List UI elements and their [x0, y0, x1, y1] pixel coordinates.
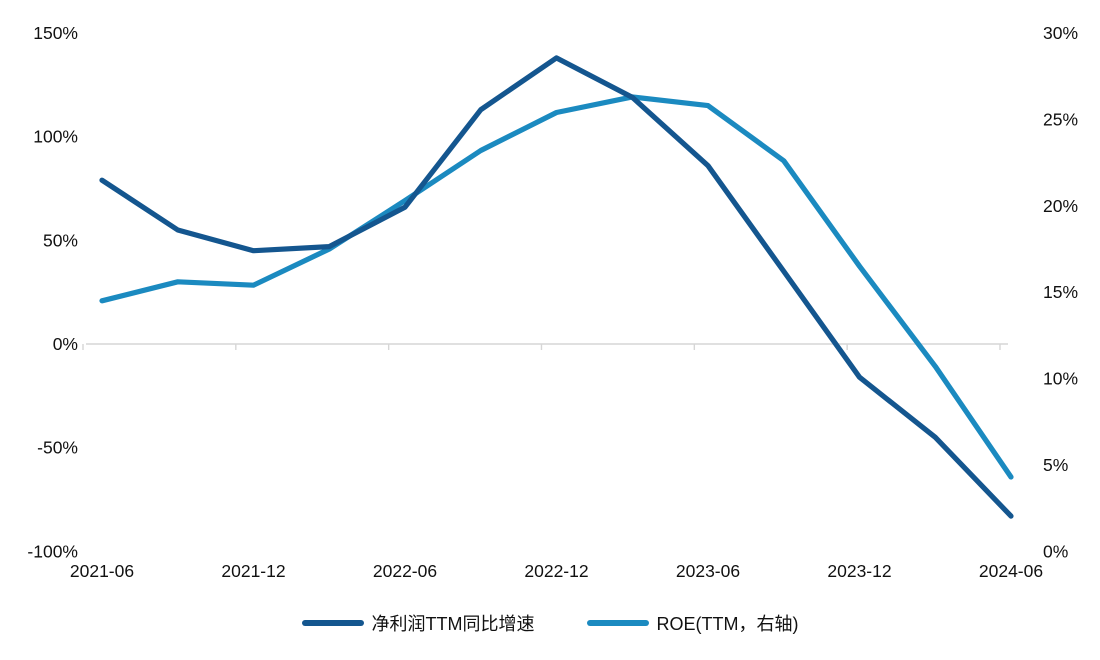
right-axis-tick-label: 15% [1043, 282, 1078, 302]
legend-item-roe: ROE(TTM，右轴) [586, 610, 799, 636]
left-axis-tick-label: 150% [33, 23, 78, 43]
right-axis-tick-label: 20% [1043, 196, 1078, 216]
x-axis-label: 2022-12 [524, 561, 588, 581]
x-axis-label: 2023-12 [827, 561, 891, 581]
legend-swatch [301, 620, 364, 626]
series-line-roe [99, 94, 1014, 480]
legend-swatch [586, 620, 649, 626]
x-axis-label: 2022-06 [373, 561, 437, 581]
x-axis-label: 2021-06 [70, 561, 134, 581]
left-axis-tick-label: 100% [33, 127, 78, 147]
right-axis-tick-label: 5% [1043, 455, 1068, 475]
right-axis-tick-label: 0% [1043, 541, 1068, 561]
right-axis-tick-label: 30% [1043, 23, 1078, 43]
series-line-net-profit [99, 55, 1014, 519]
legend-label: 净利润TTM同比增速 [371, 614, 535, 634]
left-axis-tick-label: -100% [27, 541, 78, 561]
x-axis-label: 2024-06 [979, 561, 1043, 581]
x-axis-label: 2021-12 [221, 561, 285, 581]
left-axis-tick-label: 50% [43, 230, 78, 250]
right-axis-tick-label: 10% [1043, 369, 1078, 389]
chart-legend: 净利润TTM同比增速 ROE(TTM，右轴) [0, 610, 1100, 636]
left-axis-tick-label: -50% [37, 438, 78, 458]
right-axis-tick-label: 25% [1043, 109, 1078, 129]
left-axis-tick-label: 0% [53, 334, 78, 354]
legend-item-net-profit: 净利润TTM同比增速 [301, 610, 535, 636]
x-axis-label: 2023-06 [676, 561, 740, 581]
legend-label: ROE(TTM，右轴) [656, 614, 799, 634]
